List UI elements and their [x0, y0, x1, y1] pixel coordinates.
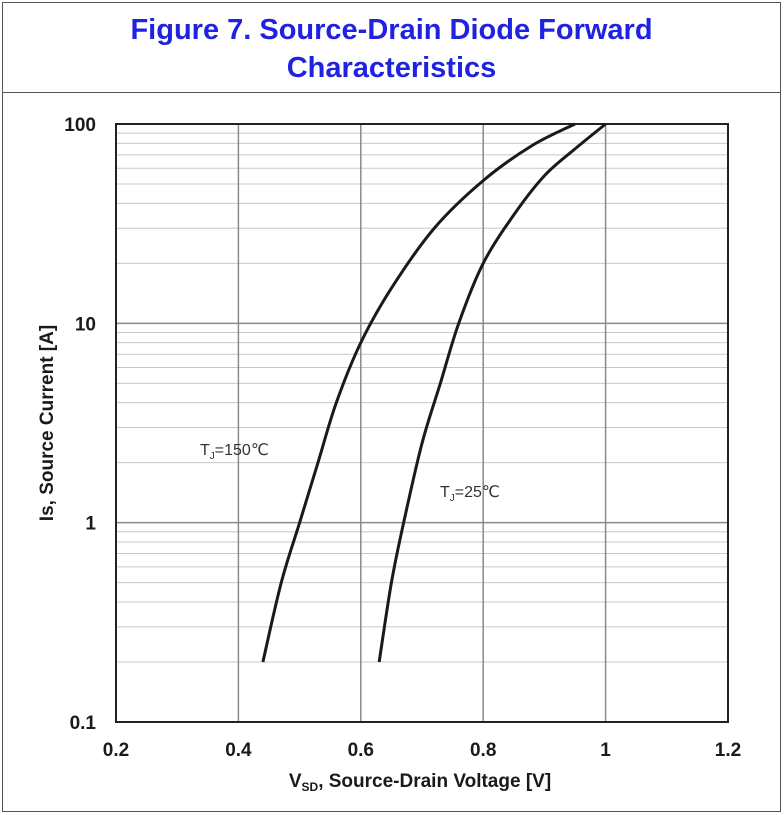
chart-title-line-2: Characteristics [286, 52, 497, 84]
x-axis-label-sub: SD [302, 780, 319, 794]
annotation-tj-25-sub: J [450, 493, 455, 504]
y-tick-label: 0.1 [70, 713, 97, 734]
x-tick-label: 0.2 [103, 740, 129, 761]
x-axis-label-rest: , Source-Drain Voltage [V] [318, 771, 551, 792]
x-tick-label: 0.4 [225, 740, 252, 761]
annotation-tj-150-main: T [200, 442, 210, 459]
series-layer [261, 122, 607, 663]
tick-layer: 0.2 0.4 0.6 0.8 1 1.2 0.1 1 10 100 [64, 115, 741, 761]
grid-layer [115, 123, 729, 723]
annotation-tj-25-main: T [440, 484, 450, 501]
title-area: Figure 7. Source-Drain Diode Forward Cha… [3, 3, 780, 93]
series-line-tj-150 [261, 122, 576, 663]
chart-title: Figure 7. Source-Drain Diode Forward Cha… [3, 11, 780, 87]
annotation-tj-150-rest: =150℃ [215, 442, 269, 459]
x-tick-label: 1 [600, 740, 611, 761]
y-tick-label: 10 [75, 314, 96, 335]
series-line-tj-25 [377, 122, 607, 663]
annotation-tj-25-rest: =25℃ [455, 484, 500, 501]
y-tick-label: 100 [64, 115, 96, 136]
x-axis-label: VSD, Source-Drain Voltage [V] [289, 771, 551, 794]
x-tick-label: 0.6 [348, 740, 374, 761]
annotation-tj-25: TJ=25℃ [440, 484, 500, 504]
annotation-tj-150-sub: J [210, 451, 215, 462]
x-tick-label: 0.8 [470, 740, 496, 761]
chart-title-line-1: Figure 7. Source-Drain Diode Forward [130, 14, 653, 46]
x-axis-label-main: V [289, 771, 302, 792]
annotation-tj-150: TJ=150℃ [200, 442, 269, 462]
y-axis-label: Is, Source Current [A] [37, 325, 58, 521]
x-tick-label: 1.2 [715, 740, 741, 761]
plot-border [115, 123, 729, 723]
y-tick-label: 1 [85, 514, 96, 535]
